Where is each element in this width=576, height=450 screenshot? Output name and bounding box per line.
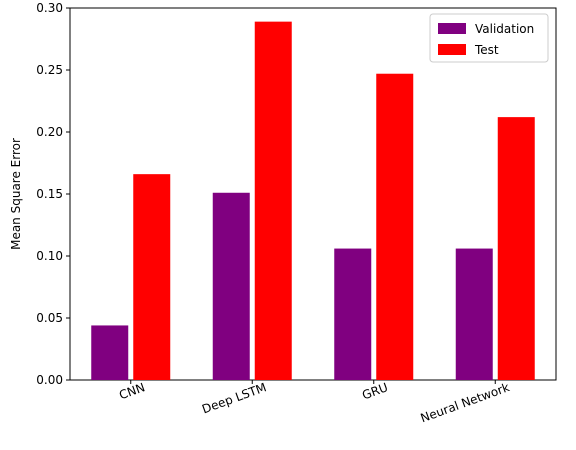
y-tick-label: 0.20: [36, 125, 63, 139]
legend-swatch-validation: [438, 23, 466, 34]
bar-test-neural-network: [497, 117, 535, 381]
bars-group: [91, 21, 535, 381]
bar-validation-deep-lstm: [212, 192, 250, 380]
x-tick-label: Neural Network: [419, 380, 512, 425]
y-tick-label: 0.00: [36, 373, 63, 387]
bar-test-gru: [376, 73, 414, 380]
y-axis-label: Mean Square Error: [9, 138, 23, 250]
x-tick-label: GRU: [360, 380, 390, 402]
legend-label-validation: Validation: [475, 22, 534, 36]
x-tick-label: Deep LSTM: [200, 380, 268, 416]
bar-test-cnn: [133, 174, 171, 380]
bar-validation-gru: [334, 248, 372, 380]
y-tick-label: 0.30: [36, 1, 63, 15]
y-tick-label: 0.15: [36, 187, 63, 201]
y-tick-label: 0.10: [36, 249, 63, 263]
legend-swatch-test: [438, 44, 466, 55]
x-axis: CNN Deep LSTM GRU Neural Network: [117, 380, 511, 425]
y-axis: 0.00 0.05 0.10 0.15 0.20 0.25 0.30: [36, 1, 70, 387]
legend: Validation Test: [429, 13, 549, 63]
y-tick-label: 0.05: [36, 311, 63, 325]
bar-validation-cnn: [91, 325, 129, 380]
legend-label-test: Test: [474, 43, 499, 57]
bar-validation-neural-network: [455, 248, 493, 380]
x-tick-label: CNN: [117, 380, 147, 402]
y-tick-label: 0.25: [36, 63, 63, 77]
bar-test-deep-lstm: [254, 21, 292, 380]
